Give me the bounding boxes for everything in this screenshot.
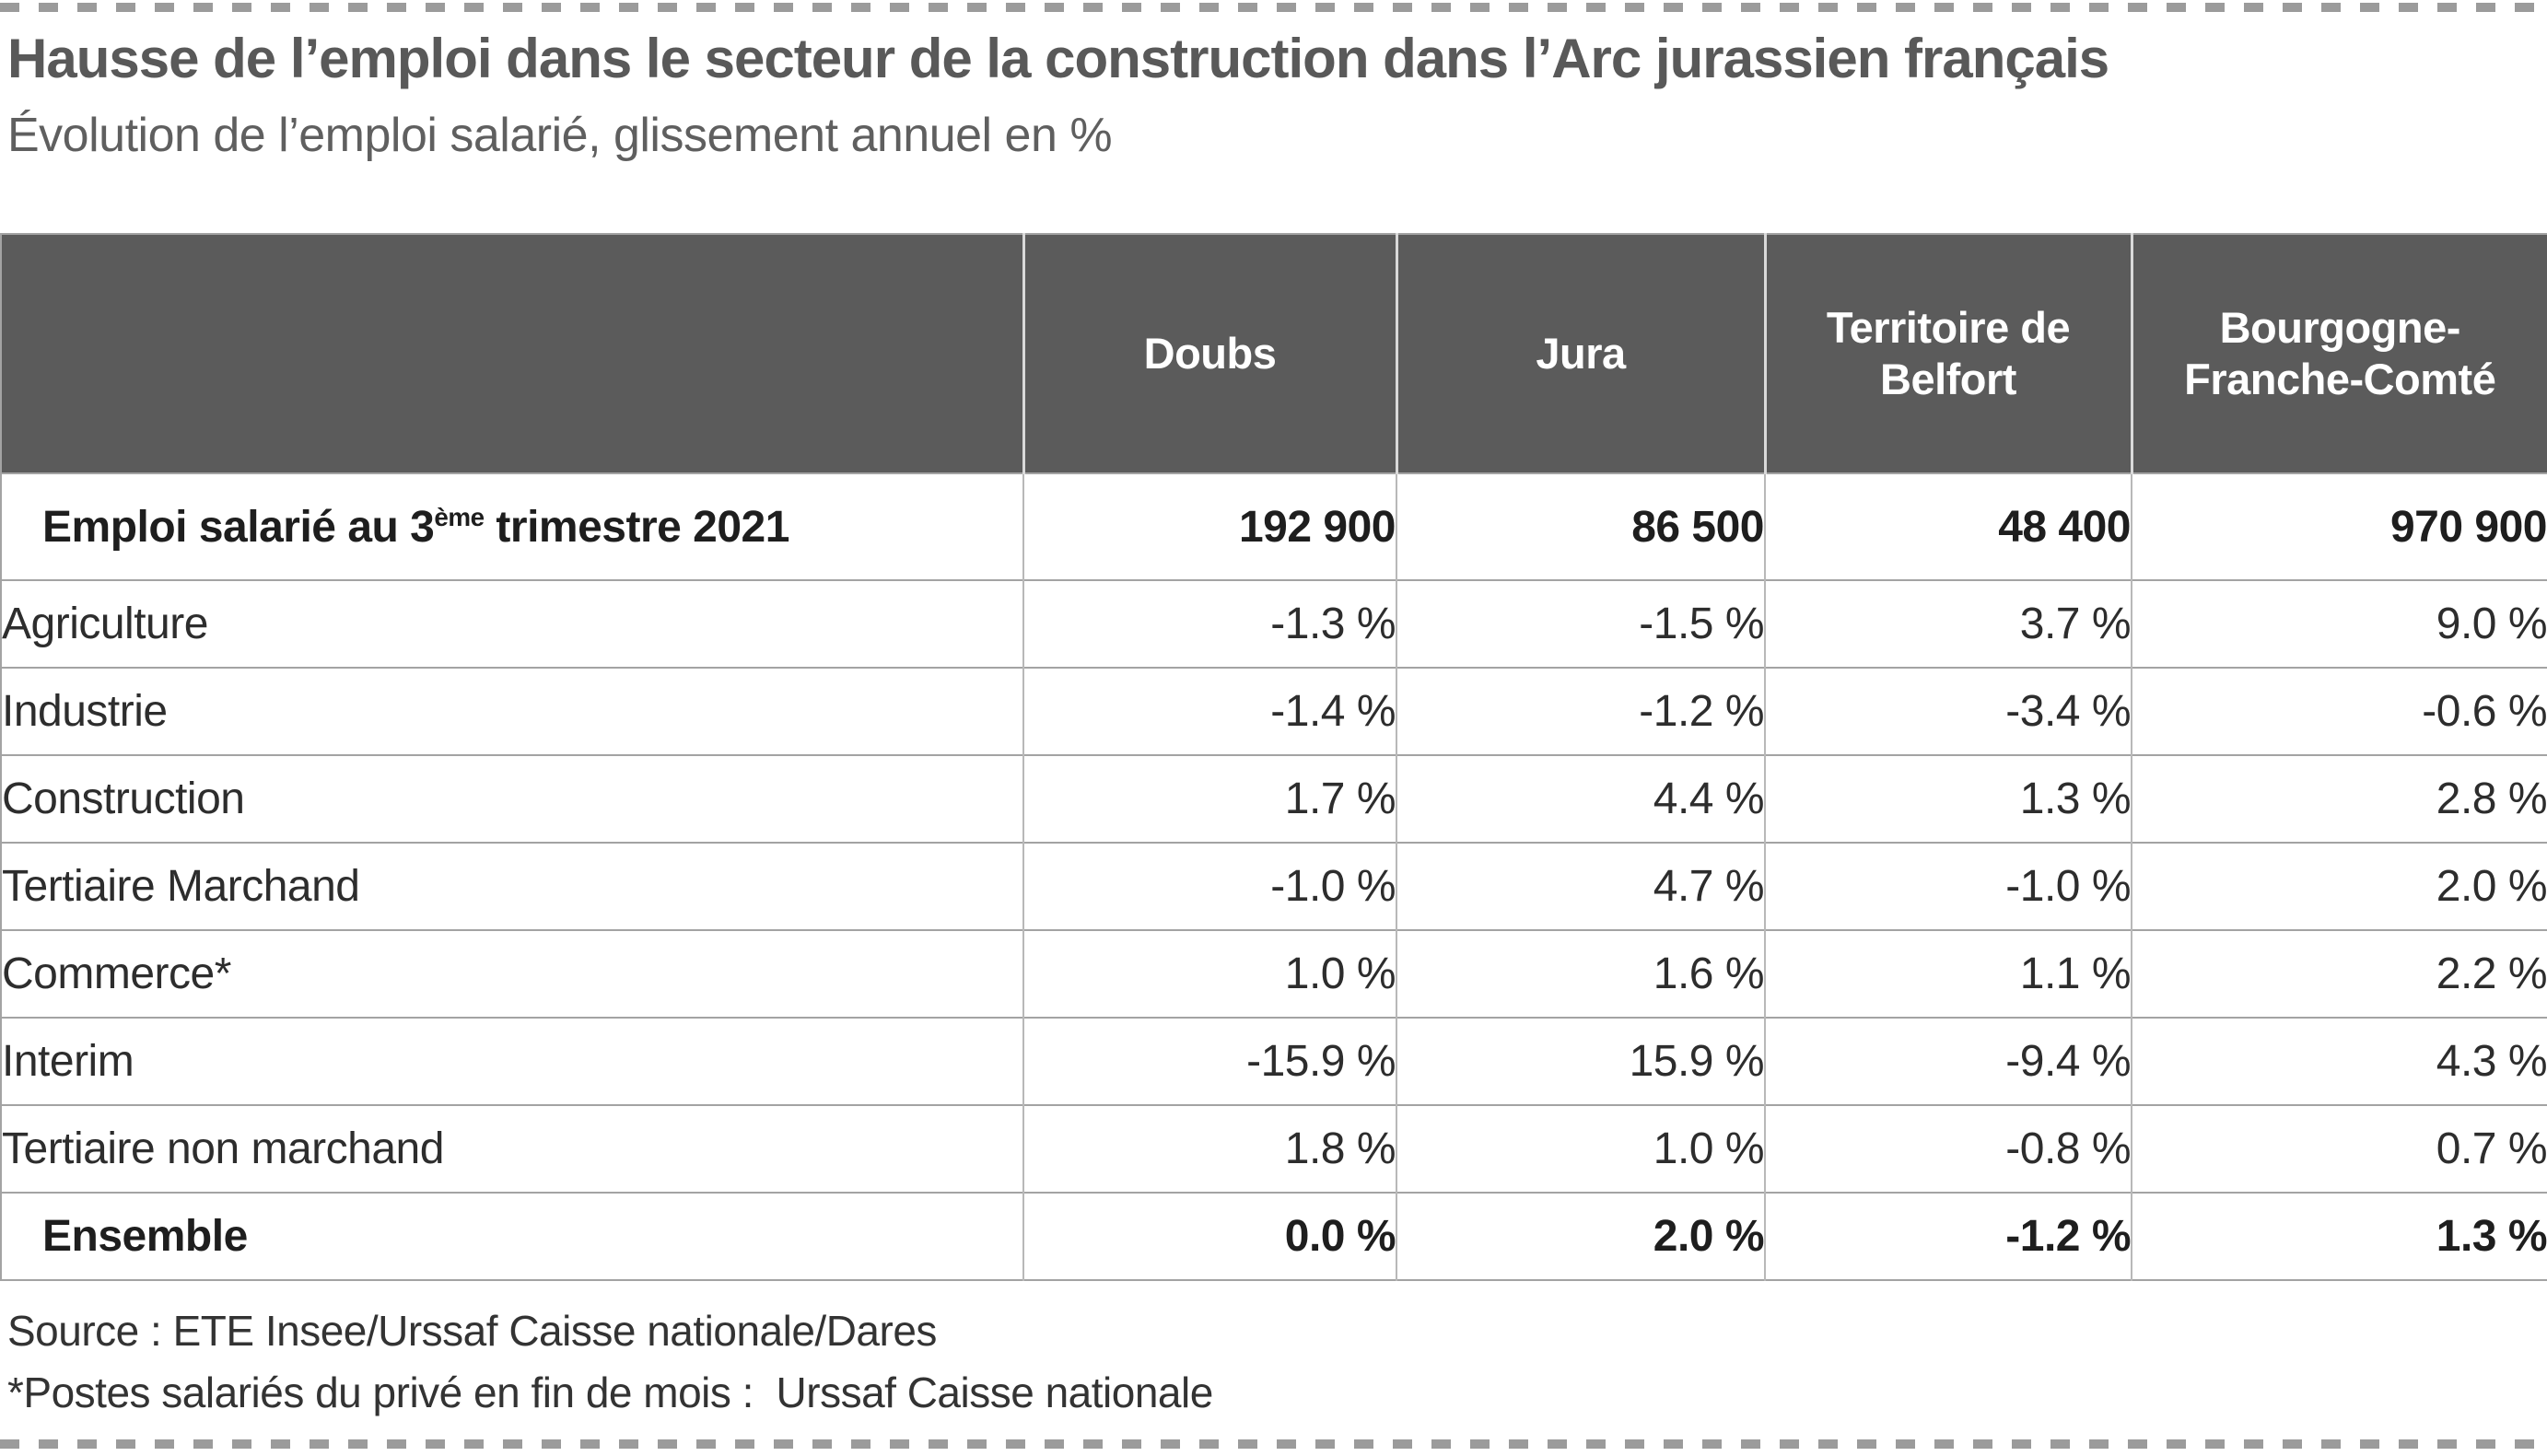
value-cell-jura: 4.7 % — [1396, 843, 1765, 930]
column-header-empty — [1, 234, 1023, 473]
row-label: Tertiaire non marchand — [2, 1124, 444, 1173]
value-cell-bourgogne-franche-comte: 9.0 % — [2131, 580, 2547, 668]
column-header-jura: Jura — [1395, 234, 1765, 473]
value-cell-doubs: -1.4 % — [1022, 668, 1396, 755]
table-row-emploi-salarie: Emploi salarié au 3ème trimestre 2021 19… — [1, 473, 2547, 580]
row-label: Agriculture — [2, 600, 208, 648]
value-cell-doubs: -15.9 % — [1022, 1018, 1396, 1105]
table-row-interim: Interim -15.9 % 15.9 % -9.4 % 4.3 % — [1, 1018, 2547, 1105]
value-cell-bourgogne-franche-comte: 2.0 % — [2131, 843, 2547, 930]
column-header-territoire-de-belfort: Territoire de Belfort — [1763, 234, 2132, 473]
table-row-agriculture: Agriculture -1.3 % -1.5 % 3.7 % 9.0 % — [1, 580, 2547, 668]
page-subtitle: Évolution de l’emploi salarié, glissemen… — [7, 109, 1113, 162]
value-cell-jura: 4.4 % — [1396, 755, 1765, 843]
dashed-divider-bottom — [0, 1439, 2547, 1449]
table-row-commerce: Commerce* 1.0 % 1.6 % 1.1 % 2.2 % — [1, 930, 2547, 1018]
value-cell-jura: -1.2 % — [1396, 668, 1765, 755]
table-row-ensemble: Ensemble 0.0 % 2.0 % -1.2 % 1.3 % — [1, 1193, 2547, 1280]
value-cell-doubs: 1.8 % — [1022, 1105, 1396, 1193]
value-cell-territoire-de-belfort: -1.2 % — [1764, 1193, 2132, 1280]
row-label: Interim — [2, 1037, 134, 1086]
value-cell-bourgogne-franche-comte: -0.6 % — [2131, 668, 2547, 755]
source-note: Source : ETE Insee/Urssaf Caisse nationa… — [7, 1307, 937, 1355]
value-cell-doubs: -1.3 % — [1022, 580, 1396, 668]
value-cell-jura: 15.9 % — [1396, 1018, 1765, 1105]
value-cell-bourgogne-franche-comte: 0.7 % — [2131, 1105, 2547, 1193]
value-cell-doubs: 1.7 % — [1022, 755, 1396, 843]
row-label: Construction — [2, 775, 245, 823]
value-cell-territoire-de-belfort: -3.4 % — [1764, 668, 2132, 755]
value-cell-jura: 1.6 % — [1396, 930, 1765, 1018]
dashed-divider-top — [0, 3, 2547, 12]
value-cell-doubs: 0.0 % — [1022, 1193, 1396, 1280]
table-header-row: Doubs Jura Territoire de Belfort Bourgog… — [1, 234, 2547, 473]
page-title: Hausse de l’emploi dans le secteur de la… — [7, 28, 2109, 89]
value-cell-bourgogne-franche-comte: 4.3 % — [2131, 1018, 2547, 1105]
value-cell-territoire-de-belfort: 1.1 % — [1764, 930, 2132, 1018]
value-cell-territoire-de-belfort: 3.7 % — [1764, 580, 2132, 668]
row-label: Industrie — [2, 687, 168, 736]
row-label-superscript: ème — [434, 502, 485, 531]
table-footer: Source : ETE Insee/Urssaf Caisse nationa… — [7, 1300, 2531, 1424]
row-label-prefix: Emploi salarié au 3 — [42, 502, 435, 552]
row-label-suffix: trimestre 2021 — [484, 502, 789, 552]
value-cell-bourgogne-franche-comte: 970 900 — [2131, 473, 2547, 580]
value-cell-doubs: 1.0 % — [1022, 930, 1396, 1018]
row-label: Tertiaire Marchand — [2, 862, 360, 911]
value-cell-territoire-de-belfort: 48 400 — [1764, 473, 2132, 580]
employment-table: Doubs Jura Territoire de Belfort Bourgog… — [0, 233, 2547, 1281]
table-row-tertiaire-marchand: Tertiaire Marchand -1.0 % 4.7 % -1.0 % 2… — [1, 843, 2547, 930]
table-row-construction: Construction 1.7 % 4.4 % 1.3 % 2.8 % — [1, 755, 2547, 843]
value-cell-bourgogne-franche-comte: 2.2 % — [2131, 930, 2547, 1018]
value-cell-jura: -1.5 % — [1396, 580, 1765, 668]
row-label: Emploi salarié au 3ème trimestre 2021 — [1, 473, 1023, 580]
value-cell-bourgogne-franche-comte: 2.8 % — [2131, 755, 2547, 843]
value-cell-jura: 1.0 % — [1396, 1105, 1765, 1193]
asterisk-note: *Postes salariés du privé en fin de mois… — [7, 1369, 1213, 1416]
table-row-industrie: Industrie -1.4 % -1.2 % -3.4 % -0.6 % — [1, 668, 2547, 755]
column-header-doubs: Doubs — [1022, 234, 1396, 473]
value-cell-jura: 86 500 — [1396, 473, 1765, 580]
table-row-tertiaire-non-marchand: Tertiaire non marchand 1.8 % 1.0 % -0.8 … — [1, 1105, 2547, 1193]
value-cell-territoire-de-belfort: -9.4 % — [1764, 1018, 2132, 1105]
value-cell-doubs: -1.0 % — [1022, 843, 1396, 930]
value-cell-territoire-de-belfort: -1.0 % — [1764, 843, 2132, 930]
value-cell-territoire-de-belfort: -0.8 % — [1764, 1105, 2132, 1193]
column-header-bourgogne-franche-comte: Bourgogne-Franche-Comté — [2130, 234, 2547, 473]
row-label: Ensemble — [42, 1212, 248, 1261]
value-cell-jura: 2.0 % — [1396, 1193, 1765, 1280]
value-cell-doubs: 192 900 — [1022, 473, 1396, 580]
value-cell-territoire-de-belfort: 1.3 % — [1764, 755, 2132, 843]
row-label: Commerce* — [2, 949, 231, 998]
value-cell-bourgogne-franche-comte: 1.3 % — [2131, 1193, 2547, 1280]
